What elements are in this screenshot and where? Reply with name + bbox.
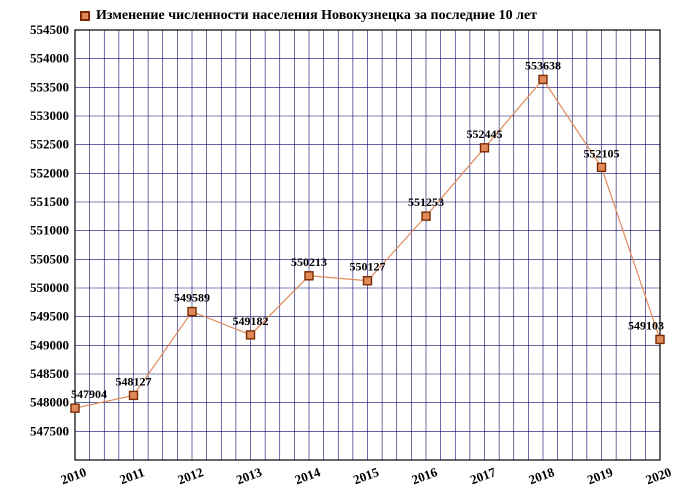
y-tick-label: 548500 <box>30 366 69 381</box>
data-marker <box>71 404 79 412</box>
y-tick-label: 551500 <box>30 194 69 209</box>
x-tick-label: 2017 <box>468 464 498 487</box>
chart-svg: 547500 548000 548500 549000 549500 550000 5505… <box>0 0 680 500</box>
value-label: 550213 <box>291 255 327 269</box>
data-marker <box>364 277 372 285</box>
legend: Изменение численности населения Новокузн… <box>80 8 537 24</box>
y-tick-label: 554500 <box>30 22 69 37</box>
x-tick-label: 2010 <box>59 464 89 487</box>
y-tick-label: 550000 <box>30 280 69 295</box>
y-tick-label: 551000 <box>30 223 69 238</box>
y-tick-label: 552500 <box>30 137 69 152</box>
value-label: 551253 <box>408 195 444 209</box>
x-tick-label: 2015 <box>351 464 381 487</box>
y-tick-label: 549500 <box>30 309 69 324</box>
data-marker <box>305 272 313 280</box>
value-label: 547904 <box>71 387 107 401</box>
x-tick-label: 2012 <box>176 464 206 487</box>
x-tick-label: 2013 <box>234 464 264 487</box>
y-tick-label: 553500 <box>30 79 69 94</box>
y-tick-label: 554000 <box>30 51 69 66</box>
y-tick-label: 548000 <box>30 395 69 410</box>
data-marker <box>422 212 430 220</box>
x-tick-label: 2018 <box>527 464 557 487</box>
value-label: 553638 <box>525 58 561 72</box>
data-marker <box>656 335 664 343</box>
value-label: 549589 <box>174 291 210 305</box>
value-label: 550127 <box>350 260 386 274</box>
data-marker <box>481 144 489 152</box>
x-tick-label: 2014 <box>293 464 323 487</box>
data-marker <box>598 163 606 171</box>
x-tick-label: 2016 <box>410 464 440 487</box>
value-label: 552445 <box>467 127 503 141</box>
data-marker <box>247 331 255 339</box>
y-tick-label: 547500 <box>30 423 69 438</box>
data-marker <box>130 391 138 399</box>
value-label: 549103 <box>628 318 664 332</box>
x-tick-label: 2011 <box>118 464 147 487</box>
x-tick-label: 2020 <box>644 464 674 487</box>
legend-marker-icon <box>80 11 90 21</box>
legend-label: Изменение численности населения Новокузн… <box>96 8 537 24</box>
value-label: 552105 <box>584 146 620 160</box>
y-tick-label: 552000 <box>30 165 69 180</box>
y-tick-label: 549000 <box>30 337 69 352</box>
y-tick-label: 550500 <box>30 251 69 266</box>
population-chart: Изменение численности населения Новокузн… <box>0 0 680 500</box>
data-marker <box>539 75 547 83</box>
x-tick-label: 2019 <box>585 464 615 487</box>
y-tick-label: 553000 <box>30 108 69 123</box>
value-label: 548127 <box>116 374 152 388</box>
data-marker <box>188 308 196 316</box>
value-label: 549182 <box>233 314 269 328</box>
